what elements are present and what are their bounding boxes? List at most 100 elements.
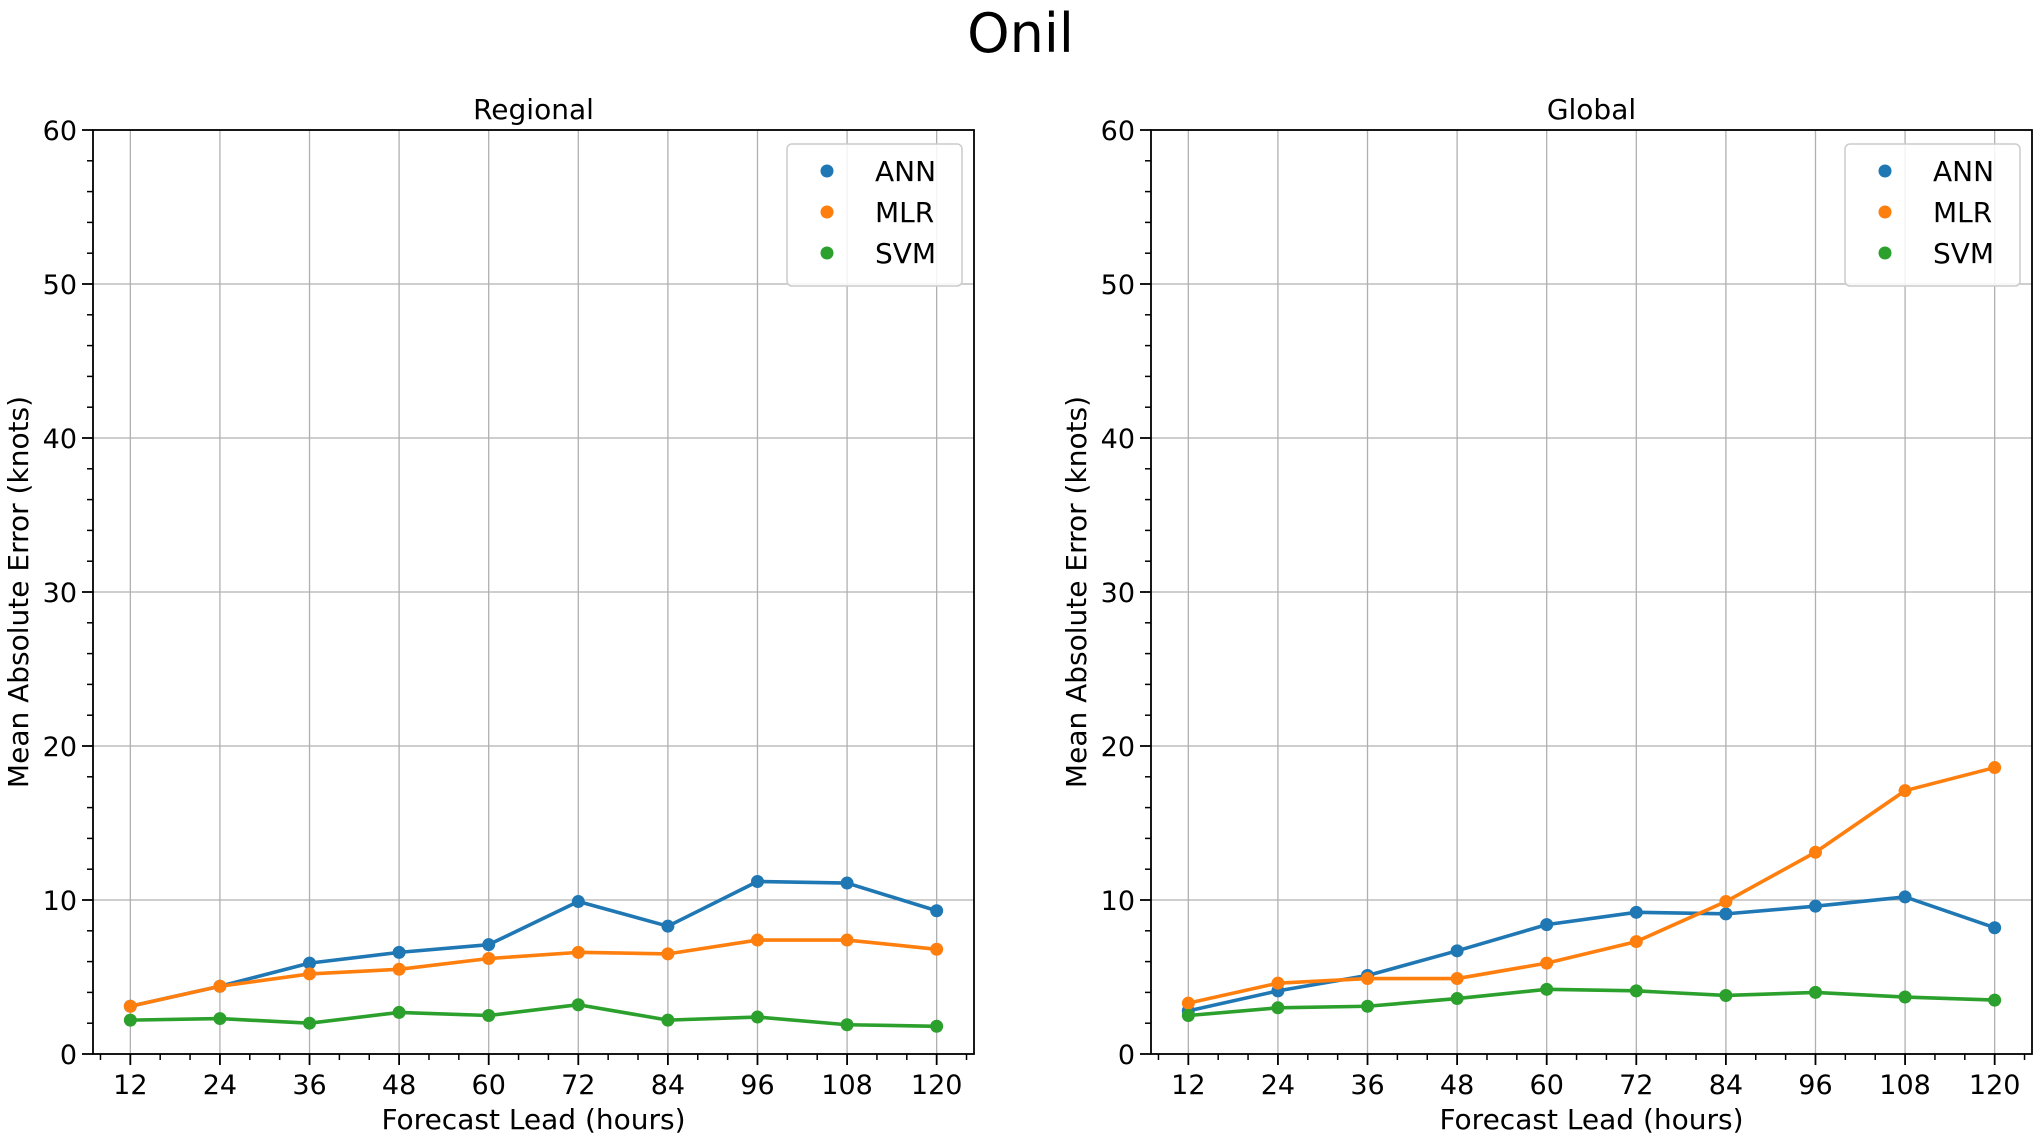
x-tick-label: 24 bbox=[1261, 1070, 1295, 1101]
legend-label-mlr: MLR bbox=[1933, 196, 1992, 229]
legend-label-svm: SVM bbox=[875, 237, 936, 270]
legend-label-mlr: MLR bbox=[875, 196, 934, 229]
data-point-mlr bbox=[930, 942, 944, 956]
x-axis-label: Forecast Lead (hours) bbox=[381, 1103, 685, 1136]
data-point-svm bbox=[392, 1005, 406, 1019]
data-point-svm bbox=[303, 1016, 317, 1030]
plot-frame bbox=[1150, 129, 2033, 1055]
y-tick-label: 40 bbox=[43, 424, 77, 455]
data-point-mlr bbox=[1988, 761, 2002, 775]
x-tick-label: 24 bbox=[203, 1070, 237, 1101]
legend-marker-mlr bbox=[1878, 205, 1892, 219]
x-tick-label: 48 bbox=[1440, 1070, 1474, 1101]
data-point-svm bbox=[1361, 999, 1375, 1013]
data-point-mlr bbox=[123, 999, 137, 1013]
x-tick-label: 36 bbox=[1350, 1070, 1384, 1101]
y-tick-label: 0 bbox=[1118, 1040, 1135, 1071]
legend-label-ann: ANN bbox=[1933, 155, 1994, 188]
data-point-svm bbox=[1271, 1001, 1285, 1015]
data-point-mlr bbox=[840, 933, 854, 947]
y-tick-label: 0 bbox=[60, 1040, 77, 1071]
data-point-ann bbox=[303, 956, 317, 970]
data-point-svm bbox=[661, 1013, 675, 1027]
x-tick-label: 48 bbox=[382, 1070, 416, 1101]
data-point-mlr bbox=[1450, 972, 1464, 986]
data-point-svm bbox=[1898, 990, 1912, 1004]
data-point-mlr bbox=[571, 945, 585, 959]
data-point-mlr bbox=[661, 947, 675, 961]
plot-frame bbox=[92, 129, 975, 1055]
data-point-svm bbox=[1808, 985, 1822, 999]
data-point-svm bbox=[1181, 1009, 1195, 1022]
data-point-mlr bbox=[392, 962, 406, 976]
data-point-mlr bbox=[1361, 972, 1375, 986]
data-point-mlr bbox=[1181, 996, 1195, 1010]
data-point-ann bbox=[1540, 918, 1554, 932]
data-point-svm bbox=[123, 1013, 137, 1027]
series-line-svm bbox=[1188, 987, 1995, 1018]
y-tick-label: 10 bbox=[1101, 886, 1135, 917]
data-point-ann bbox=[1898, 890, 1912, 904]
y-tick-label: 30 bbox=[1101, 578, 1135, 609]
legend-marker-svm bbox=[820, 246, 834, 260]
data-point-ann bbox=[750, 875, 764, 889]
data-point-mlr bbox=[482, 952, 496, 966]
series-line-mlr bbox=[129, 938, 937, 1009]
legend-label-svm: SVM bbox=[1933, 237, 1994, 270]
data-point-ann bbox=[1450, 944, 1464, 958]
y-tick-label: 60 bbox=[1101, 116, 1135, 147]
data-point-mlr bbox=[750, 933, 764, 947]
data-point-ann bbox=[1808, 899, 1822, 913]
panel-title: Global bbox=[1547, 93, 1636, 126]
data-point-mlr bbox=[1898, 784, 1912, 798]
y-tick-label: 50 bbox=[1101, 270, 1135, 301]
data-point-svm bbox=[1719, 988, 1733, 1002]
data-point-mlr bbox=[1271, 976, 1285, 990]
y-axis-label: Mean Absolute Error (knots) bbox=[2, 396, 35, 788]
data-point-ann bbox=[1719, 907, 1733, 921]
legend-marker-mlr bbox=[820, 205, 834, 219]
x-axis-label: Forecast Lead (hours) bbox=[1439, 1103, 1743, 1136]
x-tick-label: 12 bbox=[1171, 1070, 1205, 1101]
panel-title: Regional bbox=[473, 93, 594, 126]
data-point-svm bbox=[1450, 992, 1464, 1006]
y-tick-label: 20 bbox=[43, 732, 77, 763]
data-point-ann bbox=[1629, 905, 1643, 919]
series-line-ann bbox=[129, 879, 938, 1009]
y-tick-label: 60 bbox=[43, 116, 77, 147]
series-line-svm bbox=[130, 1002, 937, 1029]
y-tick-label: 30 bbox=[43, 578, 77, 609]
data-point-svm bbox=[482, 1009, 496, 1022]
series-line-mlr bbox=[1187, 765, 1996, 1005]
x-tick-label: 108 bbox=[821, 1070, 873, 1101]
y-tick-label: 50 bbox=[43, 270, 77, 301]
y-tick-label: 40 bbox=[1101, 424, 1135, 455]
x-tick-label: 96 bbox=[1798, 1070, 1832, 1101]
y-tick-label: 10 bbox=[43, 886, 77, 917]
data-point-svm bbox=[213, 1012, 227, 1026]
data-point-svm bbox=[930, 1019, 944, 1033]
x-tick-label: 12 bbox=[113, 1070, 147, 1101]
x-tick-label: 60 bbox=[472, 1070, 506, 1101]
data-point-mlr bbox=[213, 979, 227, 993]
data-point-ann bbox=[482, 938, 496, 952]
legend-marker-svm bbox=[1878, 246, 1892, 260]
data-point-ann bbox=[661, 919, 675, 933]
data-point-svm bbox=[1629, 984, 1643, 998]
data-point-ann bbox=[1988, 921, 2002, 935]
x-tick-label: 96 bbox=[740, 1070, 774, 1101]
data-point-mlr bbox=[303, 967, 317, 981]
y-axis-label: Mean Absolute Error (knots) bbox=[1060, 396, 1093, 788]
x-tick-label: 84 bbox=[1709, 1070, 1743, 1101]
data-point-ann bbox=[571, 895, 585, 909]
data-point-ann bbox=[840, 876, 854, 890]
x-tick-label: 36 bbox=[292, 1070, 326, 1101]
data-point-svm bbox=[571, 998, 585, 1012]
data-point-svm bbox=[750, 1010, 764, 1024]
data-point-mlr bbox=[1629, 935, 1643, 949]
y-tick-label: 20 bbox=[1101, 732, 1135, 763]
x-tick-label: 72 bbox=[561, 1070, 595, 1101]
data-point-svm bbox=[840, 1018, 854, 1032]
